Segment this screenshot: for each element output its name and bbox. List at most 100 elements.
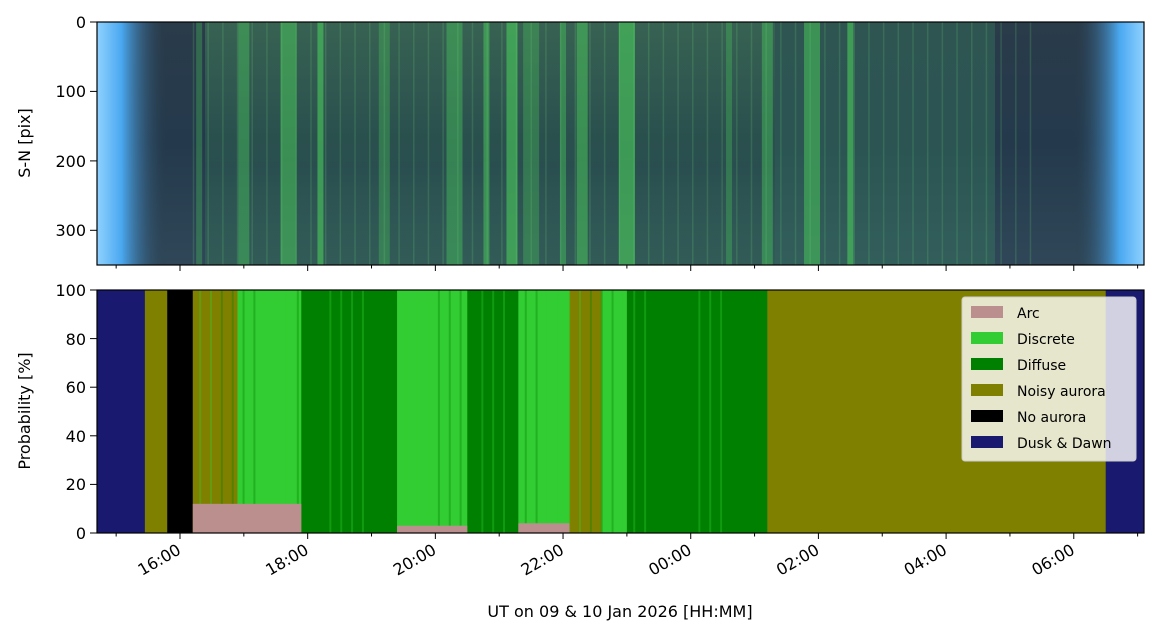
legend-label-no-aurora: No aurora xyxy=(1017,410,1086,426)
probability-segment xyxy=(601,290,628,533)
probability-xticks: 16:00 18:00 20:00 22:00 00:00 02:00 04:00 06:00 xyxy=(115,533,1139,580)
x-tick-label: 20:00 xyxy=(390,540,439,580)
legend-swatch-noisy-aurora xyxy=(971,384,1003,396)
legend-swatch-discrete xyxy=(971,332,1003,344)
probability-ytick-label: 100 xyxy=(55,281,86,300)
probability-ytick-label: 0 xyxy=(76,524,86,543)
legend-swatch-arc xyxy=(971,306,1003,318)
aurora-streak xyxy=(483,22,490,265)
aurora-striation xyxy=(383,22,386,265)
keogram-xticks xyxy=(115,265,1139,271)
aurora-striation xyxy=(1000,22,1002,265)
aurora-striation xyxy=(765,22,767,265)
aurora-striation xyxy=(266,22,268,265)
probability-spike xyxy=(600,290,603,533)
aurora-streak xyxy=(446,22,463,265)
aurora-striation xyxy=(882,22,885,265)
keogram-panel: 0 100 200 300 S-N [pix] xyxy=(15,13,1145,271)
aurora-striation xyxy=(912,22,914,265)
twilight-right xyxy=(1074,22,1144,265)
probability-spike xyxy=(275,290,278,533)
aurora-striation xyxy=(853,22,856,265)
probability-spike xyxy=(720,290,723,533)
aurora-striation xyxy=(838,22,841,265)
legend-label-noisy-aurora: Noisy aurora xyxy=(1017,384,1106,400)
probability-spike xyxy=(394,290,397,533)
probability-spike xyxy=(242,290,245,533)
probability-spike xyxy=(513,290,516,533)
keogram-yaxis: 0 100 200 300 S-N [pix] xyxy=(15,13,97,240)
aurora-streak xyxy=(804,22,821,265)
aurora-striation xyxy=(750,22,753,265)
probability-spike xyxy=(622,290,625,533)
probability-spike xyxy=(481,290,484,533)
aurora-striation xyxy=(515,22,518,265)
aurora-striation xyxy=(574,22,577,265)
probability-spike xyxy=(503,290,506,533)
legend-label-diffuse: Diffuse xyxy=(1017,358,1066,374)
probability-segment xyxy=(167,290,194,533)
probability-segment xyxy=(518,290,570,533)
aurora-striation xyxy=(780,22,782,265)
arc-area xyxy=(192,503,302,533)
probability-spike xyxy=(437,290,440,533)
aurora-striation xyxy=(236,22,239,265)
aurora-striation xyxy=(222,22,224,265)
probability-spike xyxy=(524,290,527,533)
arc-area xyxy=(397,525,468,533)
aurora-striation xyxy=(706,22,709,265)
aurora-striation xyxy=(618,22,621,265)
aurora-striation xyxy=(868,22,870,265)
probability-segment xyxy=(626,290,759,533)
aurora-striation xyxy=(545,22,547,265)
aurora-striation xyxy=(941,22,944,265)
probability-spike xyxy=(361,290,364,533)
aurora-striation xyxy=(368,22,371,265)
probability-spike xyxy=(633,290,636,533)
aurora-streak xyxy=(317,22,324,265)
aurora-striation xyxy=(603,22,606,265)
aurora-striation xyxy=(339,22,342,265)
x-tick-label: 18:00 xyxy=(262,540,311,580)
probability-segment xyxy=(569,290,602,533)
probability-spike xyxy=(220,290,223,533)
aurora-streak xyxy=(506,22,518,265)
aurora-striation xyxy=(310,22,312,265)
probability-spike xyxy=(730,290,733,533)
aurora-streak xyxy=(196,22,203,265)
probability-spike xyxy=(654,290,657,533)
aurora-striation xyxy=(970,22,973,265)
probability-spike xyxy=(340,290,343,533)
keogram-ylabel: S-N [pix] xyxy=(15,108,34,178)
x-tick-label: 04:00 xyxy=(901,540,950,580)
probability-spike xyxy=(589,290,592,533)
probability-ytick-label: 60 xyxy=(66,378,86,397)
aurora-streak xyxy=(238,22,250,265)
keogram-ytick-label: 300 xyxy=(55,221,86,240)
aurora-striation xyxy=(721,22,723,265)
probability-frame xyxy=(96,289,1145,534)
probability-segment xyxy=(397,290,468,533)
probability-spike xyxy=(405,290,408,533)
keogram-features xyxy=(192,22,1032,265)
probability-spike xyxy=(351,290,354,533)
probability-spike xyxy=(383,290,386,533)
aurora-striation xyxy=(809,22,811,265)
aurora-striation xyxy=(413,22,415,265)
keogram-ytick-label: 200 xyxy=(55,152,86,171)
aurora-striation xyxy=(192,22,195,265)
probability-spike xyxy=(209,290,212,533)
probability-spike xyxy=(199,290,202,533)
probability-ytick-label: 20 xyxy=(66,475,86,494)
legend: Arc Discrete Diffuse Noisy aurora No aur… xyxy=(961,296,1137,462)
probability-ytick-label: 40 xyxy=(66,427,86,446)
probability-segment xyxy=(237,290,302,533)
probability-spike xyxy=(709,290,712,533)
aurora-striation xyxy=(692,22,694,265)
probability-segment xyxy=(97,290,146,533)
x-axis-label: UT on 09 & 10 Jan 2026 [HH:MM] xyxy=(487,602,752,621)
probability-spike xyxy=(231,290,234,533)
aurora-streak xyxy=(618,22,635,265)
probability-spike xyxy=(568,290,571,533)
aurora-streak xyxy=(761,22,773,265)
